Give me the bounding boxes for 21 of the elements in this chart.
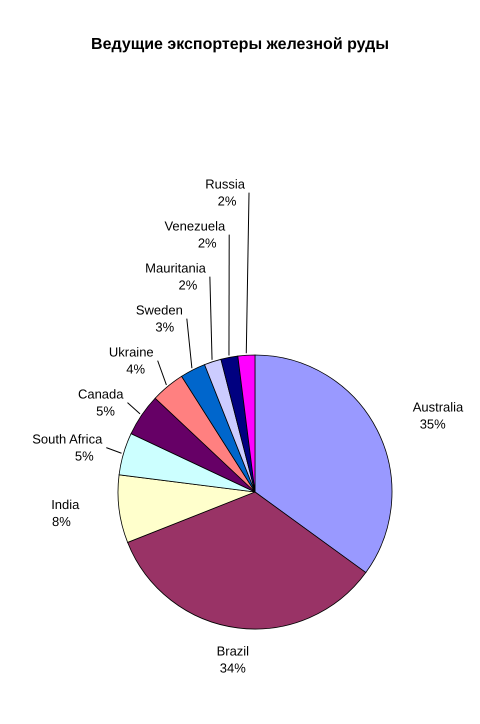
data-label: 4% (126, 362, 146, 377)
slice-label: Australia (412, 399, 464, 414)
data-label: 2% (198, 236, 218, 251)
data-label: 5% (74, 448, 94, 464)
data-label: 2% (218, 194, 237, 209)
slice-label: Venezuela (164, 218, 226, 234)
data-label: 3% (155, 320, 175, 335)
chart-title: Ведущие экспортеры железной руды (91, 36, 389, 53)
data-label: 5% (96, 404, 116, 419)
slice-label: Canada (78, 386, 124, 402)
slice-label: Sweden (136, 302, 183, 318)
slice-label: Ukraine (108, 344, 154, 360)
slice-label: Mauritania (145, 260, 207, 276)
data-label: 8% (52, 514, 72, 530)
slice-label: South Africa (32, 432, 104, 447)
data-label: 35% (420, 416, 446, 432)
data-label: 2% (178, 278, 198, 293)
data-label: 34% (220, 660, 246, 676)
slice-label: India (51, 497, 80, 512)
slice-label: Brazil (216, 644, 250, 659)
slice-label: Russia (205, 176, 246, 192)
